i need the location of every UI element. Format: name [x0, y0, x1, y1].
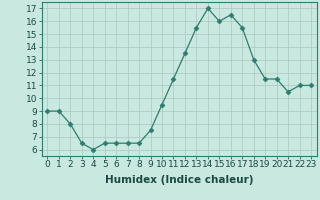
X-axis label: Humidex (Indice chaleur): Humidex (Indice chaleur): [105, 175, 253, 185]
